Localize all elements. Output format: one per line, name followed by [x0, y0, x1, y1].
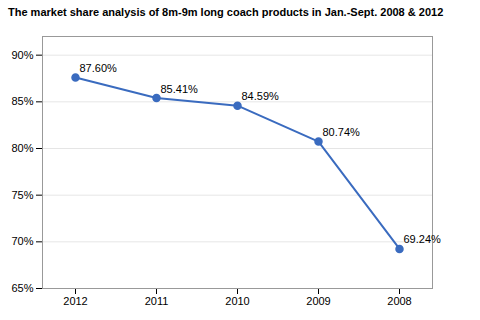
svg-text:2009: 2009: [306, 295, 330, 307]
svg-text:2011: 2011: [145, 295, 169, 307]
svg-text:85.41%: 85.41%: [161, 82, 199, 94]
svg-text:69.24%: 69.24%: [404, 233, 442, 245]
svg-text:80.74%: 80.74%: [323, 126, 361, 138]
svg-text:85%: 85%: [11, 95, 33, 107]
svg-text:2012: 2012: [63, 295, 87, 307]
svg-text:90%: 90%: [11, 48, 33, 60]
svg-text:70%: 70%: [11, 235, 33, 247]
svg-text:2008: 2008: [387, 295, 411, 307]
svg-text:75%: 75%: [11, 188, 33, 200]
svg-text:80%: 80%: [11, 142, 33, 154]
svg-text:87.60%: 87.60%: [80, 62, 118, 74]
html-text:The market share analysis of 8: The market share analysis of 8m-9m long …: [8, 6, 444, 18]
svg-text:2010: 2010: [225, 295, 249, 307]
svg-text:84.59%: 84.59%: [242, 90, 280, 102]
svg-text:65%: 65%: [11, 282, 33, 294]
